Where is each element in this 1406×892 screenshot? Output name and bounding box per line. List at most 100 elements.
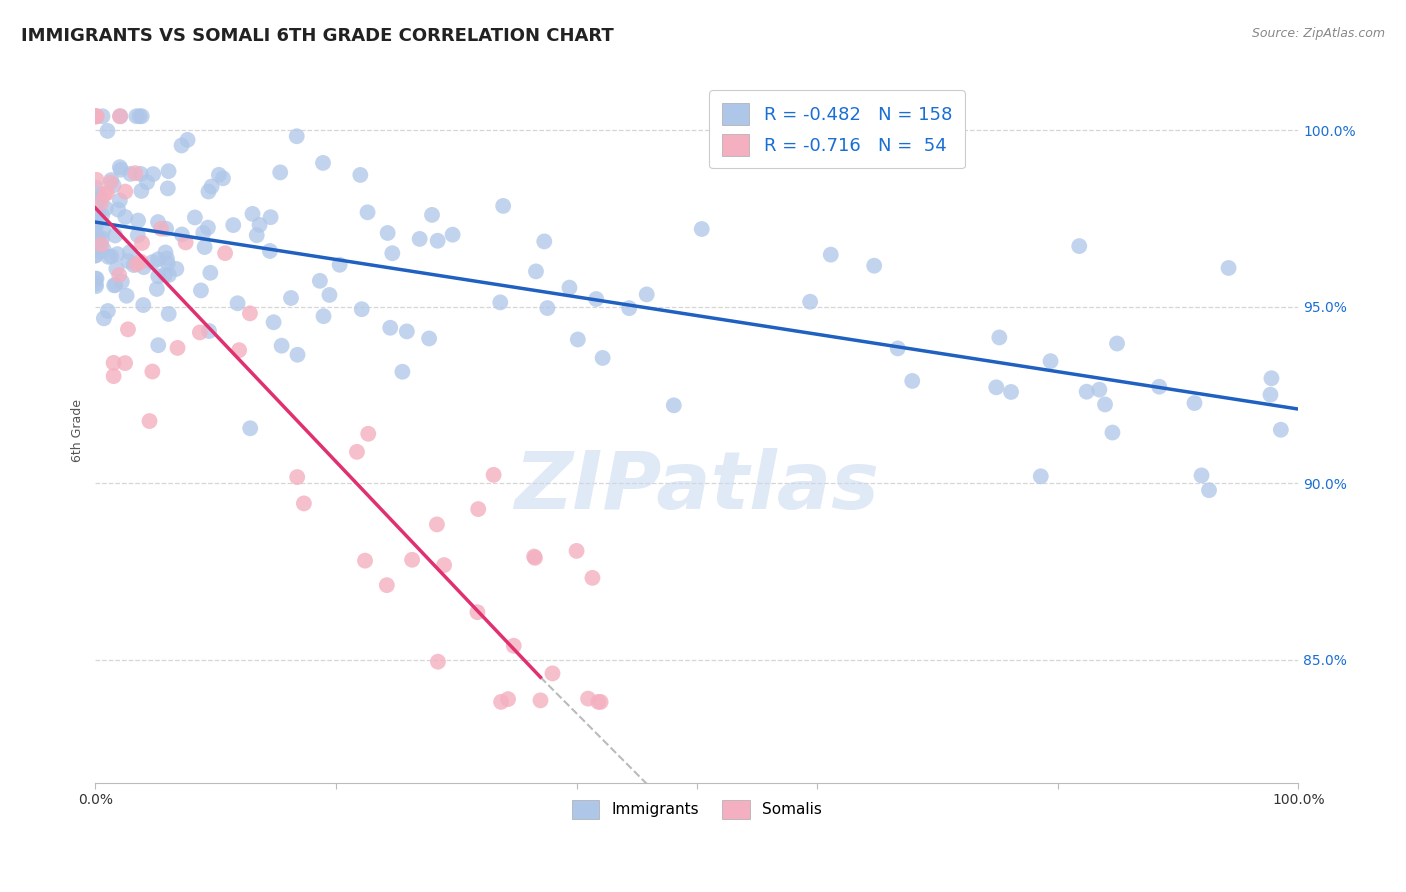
Point xyxy=(146,252,169,267)
Point xyxy=(197,220,219,235)
Point xyxy=(441,227,464,242)
Point xyxy=(108,109,131,123)
Point xyxy=(212,171,235,186)
Point xyxy=(174,235,197,250)
Point xyxy=(131,184,153,198)
Point xyxy=(103,369,125,384)
Point xyxy=(117,254,139,268)
Point xyxy=(128,109,150,123)
Point xyxy=(87,232,110,246)
Legend: Immigrants, Somalis: Immigrants, Somalis xyxy=(565,794,828,825)
Point xyxy=(84,279,107,293)
Point xyxy=(84,248,107,262)
Point xyxy=(194,240,217,254)
Point xyxy=(170,227,193,242)
Point xyxy=(157,164,180,178)
Point xyxy=(153,268,176,282)
Point xyxy=(1198,483,1220,498)
Point xyxy=(110,109,132,123)
Point xyxy=(89,244,111,259)
Point xyxy=(87,206,110,220)
Point xyxy=(292,496,315,510)
Point xyxy=(114,185,136,199)
Point xyxy=(156,181,179,195)
Point xyxy=(1101,425,1123,440)
Point xyxy=(482,467,505,482)
Point xyxy=(96,124,118,138)
Point xyxy=(662,398,685,412)
Point xyxy=(489,695,512,709)
Point xyxy=(418,331,440,345)
Point xyxy=(285,129,308,144)
Point xyxy=(96,186,118,201)
Point xyxy=(242,207,264,221)
Point xyxy=(184,211,207,225)
Point xyxy=(84,233,107,247)
Point xyxy=(541,666,564,681)
Point xyxy=(90,237,112,252)
Point xyxy=(198,324,221,338)
Point xyxy=(97,250,120,264)
Point xyxy=(1270,423,1292,437)
Point xyxy=(84,180,107,194)
Point xyxy=(131,235,153,250)
Point xyxy=(433,558,456,572)
Point xyxy=(87,194,110,208)
Point xyxy=(208,168,231,182)
Point xyxy=(86,271,108,285)
Point xyxy=(619,301,641,315)
Point xyxy=(377,226,399,240)
Point xyxy=(228,343,250,358)
Point xyxy=(533,235,555,249)
Point xyxy=(141,255,163,269)
Point xyxy=(100,249,122,263)
Text: ZIPatlas: ZIPatlas xyxy=(515,448,879,525)
Point xyxy=(263,315,285,329)
Point xyxy=(523,549,546,564)
Point xyxy=(84,109,107,123)
Point xyxy=(115,289,138,303)
Point xyxy=(94,202,117,216)
Point xyxy=(129,255,152,269)
Point xyxy=(97,304,120,318)
Point xyxy=(146,282,169,296)
Point xyxy=(567,333,589,347)
Point xyxy=(1029,469,1052,483)
Point xyxy=(489,295,512,310)
Point xyxy=(558,280,581,294)
Text: IMMIGRANTS VS SOMALI 6TH GRADE CORRELATION CHART: IMMIGRANTS VS SOMALI 6TH GRADE CORRELATI… xyxy=(21,27,614,45)
Point xyxy=(312,309,335,323)
Point xyxy=(170,138,193,153)
Point xyxy=(89,187,111,202)
Point xyxy=(467,605,489,619)
Point xyxy=(1147,380,1170,394)
Point xyxy=(357,426,380,441)
Point xyxy=(1218,260,1240,275)
Point xyxy=(287,348,309,362)
Point xyxy=(156,256,179,270)
Point xyxy=(193,226,215,240)
Point xyxy=(524,264,547,278)
Point xyxy=(84,110,107,124)
Point xyxy=(1260,371,1282,385)
Point xyxy=(84,248,107,262)
Point xyxy=(155,245,177,260)
Point xyxy=(108,268,131,282)
Point xyxy=(84,219,107,233)
Point xyxy=(799,294,821,309)
Point xyxy=(93,243,115,257)
Point xyxy=(636,287,658,301)
Point xyxy=(125,109,148,123)
Point xyxy=(107,202,129,217)
Point xyxy=(120,167,142,181)
Point xyxy=(986,380,1008,394)
Point xyxy=(988,330,1011,344)
Point xyxy=(285,470,308,484)
Point xyxy=(585,292,607,306)
Point xyxy=(536,301,558,315)
Point xyxy=(157,268,180,282)
Point xyxy=(84,272,107,286)
Point xyxy=(146,215,169,229)
Point xyxy=(502,639,524,653)
Point xyxy=(90,196,112,211)
